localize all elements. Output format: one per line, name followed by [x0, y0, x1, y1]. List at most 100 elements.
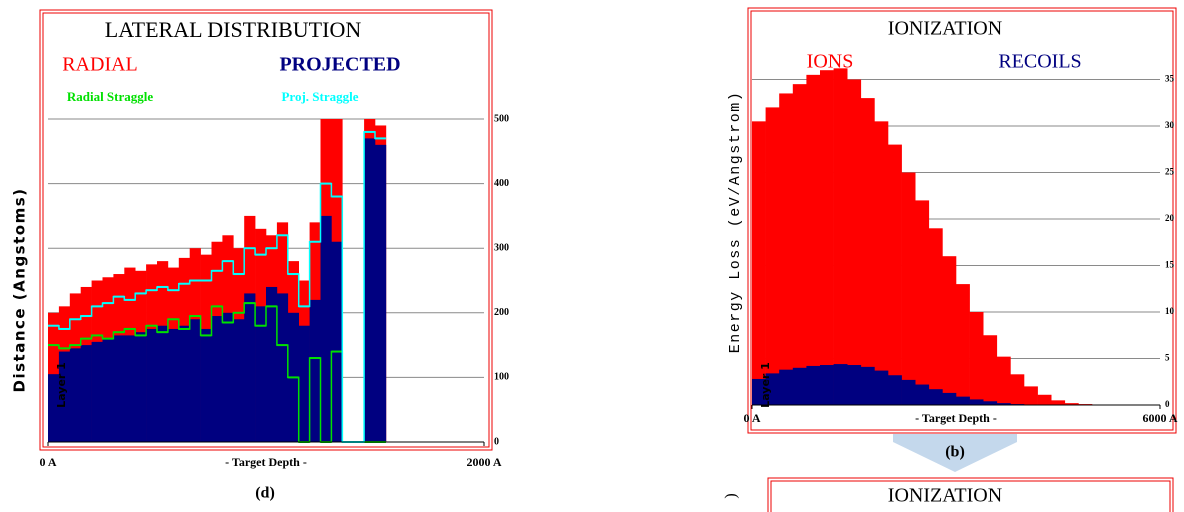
- bar: [80, 345, 92, 442]
- bar: [901, 172, 916, 405]
- bar: [200, 328, 212, 442]
- legend-entry: IONS: [807, 51, 854, 73]
- bar: [244, 293, 256, 442]
- bar: [189, 319, 201, 442]
- y-tick-label: 15: [1165, 260, 1175, 270]
- bar: [888, 144, 902, 405]
- bar: [752, 378, 766, 405]
- bar: [901, 379, 916, 405]
- bar: [983, 401, 998, 405]
- bar: [983, 335, 998, 405]
- bar: [178, 325, 190, 442]
- bar: [1024, 386, 1038, 405]
- bar: [58, 351, 71, 442]
- y-tick-label: 5: [1165, 353, 1170, 363]
- bar: [211, 316, 223, 442]
- y-tick-label: 35: [1165, 74, 1175, 84]
- bar: [167, 328, 180, 442]
- bar: [820, 70, 834, 405]
- bar: [942, 392, 957, 405]
- bar: [255, 306, 267, 442]
- bar: [113, 335, 125, 442]
- y-tick-label: 30: [1165, 120, 1175, 130]
- bar: [969, 312, 984, 405]
- x-tick-label: 0 A: [743, 411, 760, 425]
- bar: [276, 293, 289, 442]
- bar: [833, 68, 848, 405]
- bar: [888, 375, 902, 405]
- bar: [765, 373, 780, 405]
- bar: [915, 200, 930, 405]
- bar: [331, 241, 343, 442]
- step-connector: [48, 302, 386, 443]
- bar: [915, 384, 930, 405]
- x-axis-label: - Target Depth -: [225, 455, 307, 469]
- bar: [320, 215, 332, 442]
- bar: [48, 374, 60, 442]
- y-tick-label: 300: [494, 242, 509, 253]
- bar: [222, 312, 234, 442]
- bar: [792, 367, 807, 405]
- bar: [779, 93, 794, 405]
- bar: [860, 98, 875, 405]
- partial-title: IONIZATION: [888, 485, 1002, 507]
- partial-y-label: ): [723, 493, 740, 498]
- bar: [375, 144, 387, 442]
- legend-entry: RECOILS: [998, 51, 1081, 73]
- bar: [752, 121, 766, 405]
- bar: [124, 335, 136, 442]
- legend-entry: Proj. Straggle: [281, 89, 358, 104]
- bar: [309, 299, 321, 442]
- y-axis-label: Distance (Angstoms): [11, 188, 29, 393]
- x-tick-label: 0 A: [39, 455, 56, 469]
- bar: [996, 403, 1011, 405]
- bar: [956, 396, 970, 405]
- bar: [928, 228, 943, 405]
- chart-title: LATERAL DISTRIBUTION: [105, 17, 362, 42]
- frame-inner: [770, 480, 1171, 512]
- bar: [806, 365, 821, 405]
- y-tick-label: 0: [494, 436, 499, 447]
- bar: [806, 74, 821, 405]
- bar: [779, 369, 794, 405]
- bar: [1051, 400, 1066, 405]
- caption: (b): [945, 444, 965, 461]
- y-tick-label: 400: [494, 178, 509, 189]
- layer-label: Layer 1: [759, 362, 772, 408]
- x-axis-label: - Target Depth -: [915, 411, 997, 425]
- y-tick-label: 20: [1165, 213, 1175, 223]
- y-tick-label: 200: [494, 307, 509, 318]
- bar: [69, 348, 81, 442]
- caption: (d): [255, 485, 275, 502]
- legend-entry: RADIAL: [62, 54, 138, 76]
- bar: [146, 328, 158, 442]
- chart-title: IONIZATION: [888, 18, 1002, 40]
- bar: [847, 365, 862, 405]
- bar: [874, 121, 889, 405]
- bar: [942, 256, 957, 405]
- bar: [833, 364, 848, 405]
- bar: [860, 366, 875, 405]
- bar: [928, 389, 943, 405]
- frame: [767, 477, 1174, 512]
- bar: [233, 319, 245, 442]
- bar: [157, 325, 169, 442]
- bar: [765, 107, 780, 406]
- legend-entry: PROJECTED: [279, 54, 400, 76]
- bar: [1064, 403, 1079, 405]
- bar: [820, 365, 834, 405]
- bar: [792, 84, 807, 406]
- bar: [874, 370, 889, 405]
- y-tick-label: 0: [1165, 399, 1170, 409]
- bar: [847, 79, 862, 405]
- down-arrow: [893, 434, 1017, 472]
- bar: [364, 138, 376, 442]
- y-axis-label: Energy Loss (eV/Angstrom): [727, 91, 744, 354]
- bar: [996, 356, 1011, 405]
- y-tick-label: 100: [494, 372, 509, 383]
- bar: [969, 399, 984, 405]
- legend-entry: Radial Straggle: [67, 89, 154, 104]
- bar: [956, 284, 970, 405]
- layer-label: Layer 1: [55, 362, 68, 408]
